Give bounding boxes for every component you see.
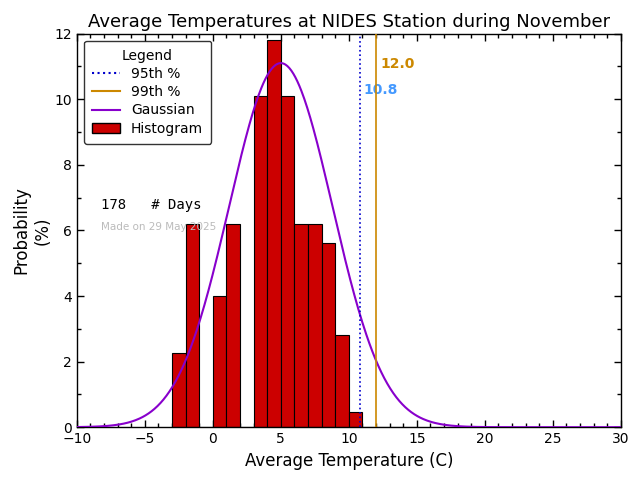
X-axis label: Average Temperature (C): Average Temperature (C) <box>244 452 453 469</box>
Text: 10.8: 10.8 <box>364 83 398 97</box>
Bar <box>227 225 240 427</box>
Text: 12.0: 12.0 <box>380 57 415 71</box>
Bar <box>308 225 322 427</box>
Text: 178   # Days: 178 # Days <box>101 198 202 212</box>
Bar <box>172 353 186 427</box>
Bar <box>268 40 281 427</box>
Bar <box>322 243 335 427</box>
Bar <box>335 335 349 427</box>
Bar <box>349 412 362 427</box>
Bar <box>186 225 199 427</box>
Y-axis label: Probability
(%): Probability (%) <box>13 186 52 275</box>
Legend: 95th %, 99th %, Gaussian, Histogram: 95th %, 99th %, Gaussian, Histogram <box>84 40 211 144</box>
Bar <box>281 96 294 427</box>
Title: Average Temperatures at NIDES Station during November: Average Temperatures at NIDES Station du… <box>88 12 610 31</box>
Bar <box>253 96 268 427</box>
Bar <box>212 296 227 427</box>
Text: Made on 29 May 2025: Made on 29 May 2025 <box>101 222 216 232</box>
Bar <box>294 225 308 427</box>
